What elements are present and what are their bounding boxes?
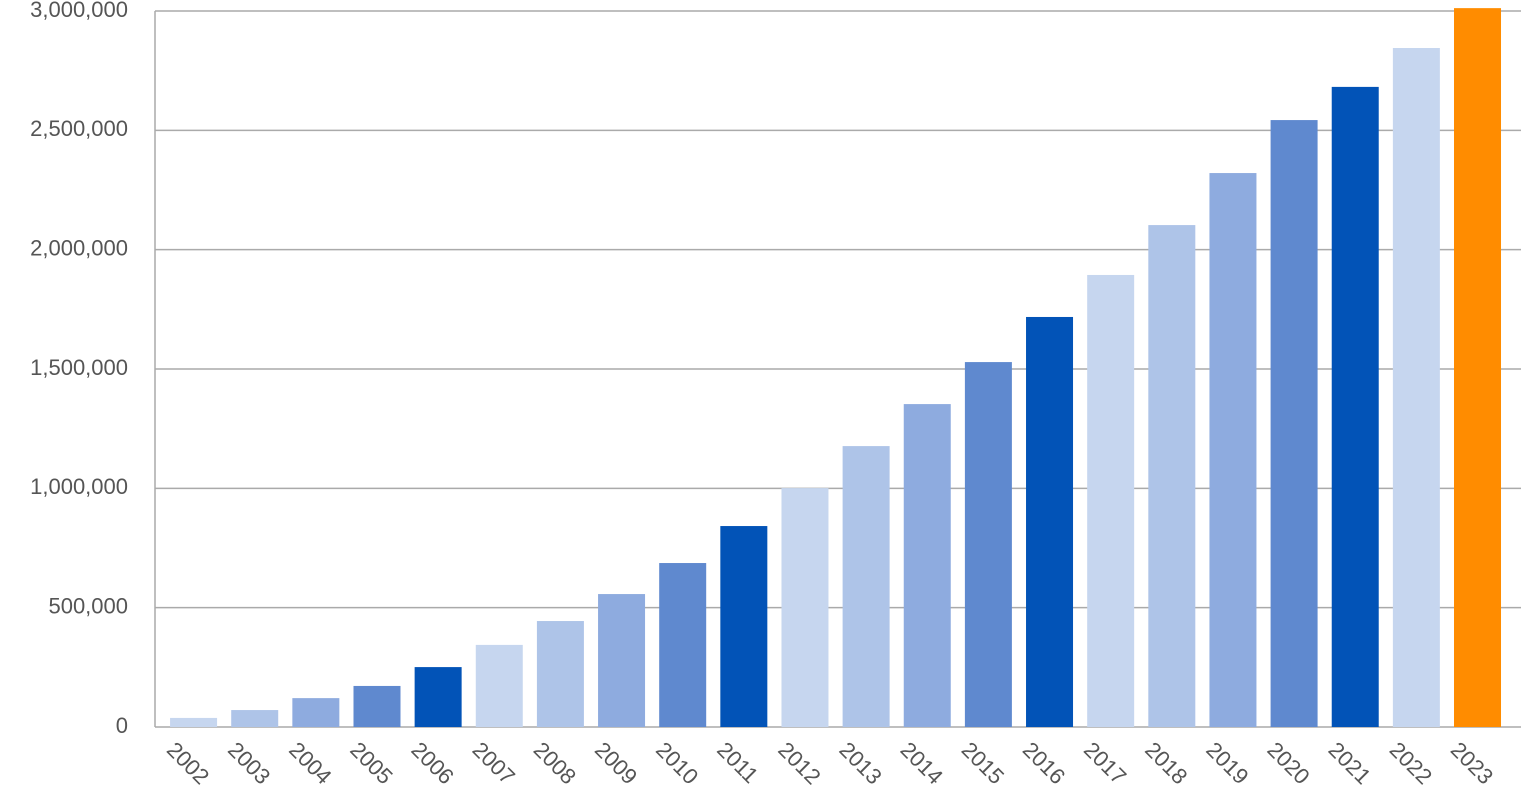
bar bbox=[659, 563, 707, 727]
x-tick-label: 2020 bbox=[1262, 737, 1314, 789]
x-tick-label: 2017 bbox=[1079, 737, 1131, 789]
bar bbox=[231, 710, 279, 727]
y-tick-label: 2,500,000 bbox=[30, 116, 128, 141]
bar bbox=[903, 404, 951, 727]
x-tick-label: 2016 bbox=[1018, 737, 1070, 789]
bar bbox=[842, 446, 890, 727]
bar bbox=[536, 621, 584, 727]
bar bbox=[414, 667, 462, 727]
bar bbox=[598, 594, 646, 727]
x-tick-label: 2011 bbox=[712, 737, 763, 788]
x-tick-label: 2004 bbox=[284, 737, 336, 789]
x-tick-label: 2009 bbox=[590, 737, 642, 789]
bar bbox=[170, 717, 218, 727]
y-tick-label: 2,000,000 bbox=[30, 235, 128, 260]
x-tick-label: 2002 bbox=[162, 737, 214, 789]
bar bbox=[353, 685, 401, 727]
bar bbox=[1209, 173, 1257, 727]
x-tick-label: 2013 bbox=[834, 737, 886, 789]
x-tick-label: 2012 bbox=[773, 737, 825, 789]
x-tick-label: 2021 bbox=[1324, 737, 1376, 789]
y-tick-label: 1,500,000 bbox=[30, 355, 128, 380]
y-tick-label: 1,000,000 bbox=[30, 474, 128, 499]
x-tick-label: 2019 bbox=[1201, 737, 1253, 789]
x-tick-label: 2023 bbox=[1446, 737, 1498, 789]
bar bbox=[781, 488, 829, 727]
bar bbox=[475, 644, 523, 727]
x-tick-label: 2003 bbox=[223, 737, 275, 789]
y-tick-label: 3,000,000 bbox=[30, 0, 128, 22]
x-tick-label: 2005 bbox=[345, 737, 397, 789]
x-tick-label: 2014 bbox=[896, 737, 948, 789]
bar bbox=[1026, 316, 1074, 727]
bar bbox=[1270, 120, 1318, 727]
bar bbox=[1087, 274, 1135, 727]
x-tick-label: 2015 bbox=[957, 737, 1009, 789]
x-tick-label: 2010 bbox=[651, 737, 703, 789]
bar bbox=[1392, 47, 1440, 727]
bar bbox=[1331, 86, 1379, 727]
x-tick-label: 2018 bbox=[1140, 737, 1192, 789]
x-tick-label: 2006 bbox=[406, 737, 458, 789]
y-tick-label: 0 bbox=[116, 713, 128, 738]
x-tick-label: 2022 bbox=[1385, 737, 1437, 789]
bar bbox=[964, 362, 1012, 727]
bar bbox=[292, 698, 340, 727]
bar bbox=[1454, 8, 1502, 728]
bar bbox=[720, 526, 768, 727]
x-tick-label: 2008 bbox=[529, 737, 581, 789]
x-tick-label: 2007 bbox=[468, 737, 520, 789]
bar bbox=[1148, 225, 1196, 728]
y-tick-label: 500,000 bbox=[48, 593, 128, 618]
